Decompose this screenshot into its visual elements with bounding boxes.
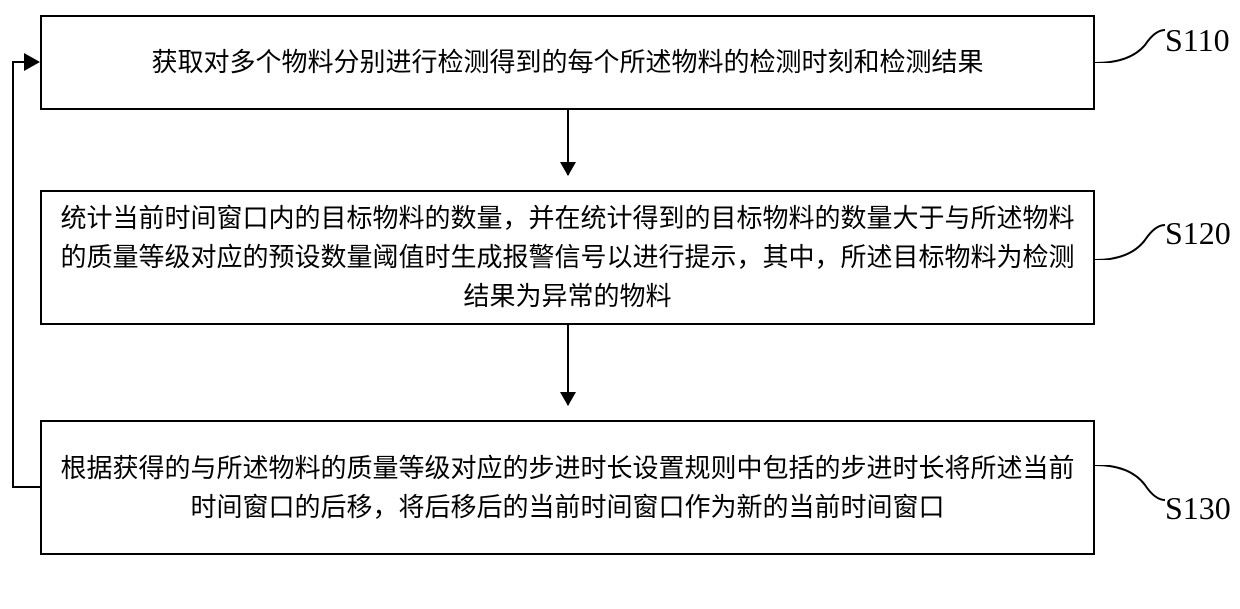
flow-box-s120-text: 统计当前时间窗口内的目标物料的数量，并在统计得到的目标物料的数量大于与所述物料的… <box>57 199 1078 316</box>
back-arrow-head <box>24 53 40 71</box>
flow-box-s110: 获取对多个物料分别进行检测得到的每个所述物料的检测时刻和检测结果 <box>40 15 1095 110</box>
label-connector-s130 <box>1095 465 1165 513</box>
step-label-s120: S120 <box>1165 215 1231 252</box>
step-label-s110: S110 <box>1165 22 1230 59</box>
flow-box-s110-text: 获取对多个物料分别进行检测得到的每个所述物料的检测时刻和检测结果 <box>151 43 983 82</box>
label-connector-s110 <box>1095 15 1165 63</box>
step-label-s130: S130 <box>1165 490 1231 527</box>
flow-box-s130: 根据获得的与所述物料的质量等级对应的步进时长设置规则中包括的步进时长将所述当前时… <box>40 420 1095 555</box>
arrow-s110-s120 <box>567 110 569 175</box>
back-connector-bottom <box>12 486 40 488</box>
back-connector-vertical <box>12 61 14 488</box>
flow-box-s120: 统计当前时间窗口内的目标物料的数量，并在统计得到的目标物料的数量大于与所述物料的… <box>40 190 1095 325</box>
label-connector-s120 <box>1095 200 1165 260</box>
flow-box-s130-text: 根据获得的与所述物料的质量等级对应的步进时长设置规则中包括的步进时长将所述当前时… <box>57 449 1078 527</box>
arrow-s120-s130 <box>567 325 569 405</box>
